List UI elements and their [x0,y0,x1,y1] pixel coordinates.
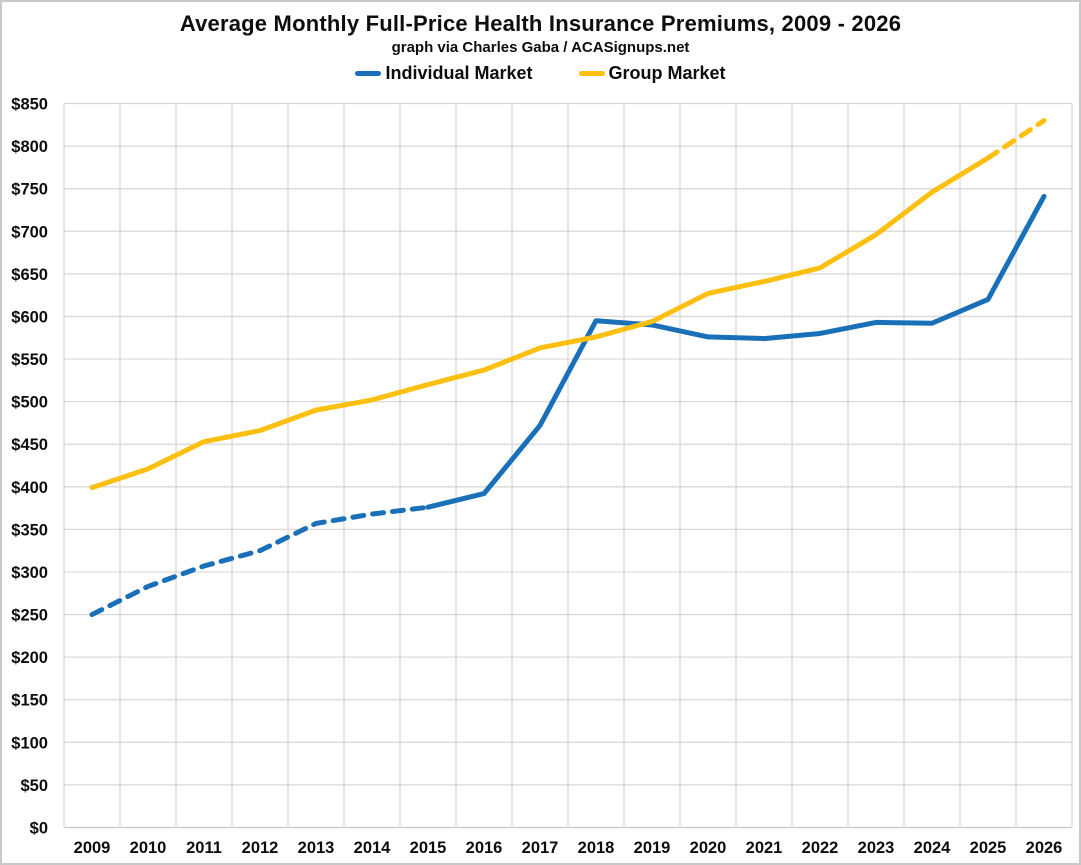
x-tick-label: 2019 [634,839,671,857]
legend-label-group-market: Group Market [608,63,726,83]
legend-label-individual-market: Individual Market [385,63,533,83]
y-tick-label: $0 [30,820,48,838]
x-tick-label: 2011 [186,839,222,857]
legend-item-individual-market: Individual Market [355,63,533,84]
y-tick-label: $200 [11,649,48,667]
y-tick-label: $550 [11,351,48,369]
x-tick-label: 2020 [690,839,727,857]
y-tick-label: $600 [11,308,48,326]
series-line-individual-market-solid [425,193,1047,510]
y-tick-label: $250 [11,607,48,625]
series-line-individual-market-dashed [89,504,431,618]
x-tick-label: 2022 [802,839,839,857]
legend: Individual Market Group Market [2,63,1079,84]
x-tick-label: 2010 [130,839,167,857]
group-market-swatch-icon [578,71,605,76]
chart-title: Average Monthly Full-Price Health Insura… [179,11,902,36]
y-tick-label: $800 [11,138,48,156]
individual-market-swatch-icon [355,71,382,76]
x-tick-label: 2009 [74,839,111,857]
y-tick-label: $850 [11,96,48,114]
x-tick-label: 2018 [578,839,615,857]
x-tick-label: 2016 [466,839,503,857]
chart-subtitle: graph via Charles Gaba / ACASignups.net [391,39,690,56]
y-tick-label: $500 [11,394,48,412]
legend-item-group-market: Group Market [578,63,726,84]
x-tick-label: 2012 [242,839,279,857]
y-tick-label: $50 [20,777,48,795]
y-tick-label: $650 [11,266,48,284]
y-tick-label: $300 [11,564,48,582]
y-tick-label: $350 [11,521,48,539]
y-tick-label: $700 [11,223,48,241]
y-tick-label: $750 [11,181,48,199]
y-tick-label: $450 [11,436,48,454]
series-line-group-market-dashed [985,118,1047,161]
x-tick-label: 2021 [746,839,783,857]
x-tick-label: 2017 [522,839,559,857]
x-tick-label: 2015 [410,839,447,857]
x-tick-label: 2024 [914,839,952,857]
y-tick-label: $100 [11,734,48,752]
x-tick-label: 2014 [354,839,392,857]
x-tick-label: 2013 [298,839,335,857]
x-tick-label: 2023 [858,839,895,857]
x-tick-label: 2026 [1026,839,1063,857]
y-tick-label: $400 [11,479,48,497]
x-tick-label: 2025 [970,839,1007,857]
series-line-group-market-solid [89,155,991,491]
y-tick-label: $150 [11,692,48,710]
